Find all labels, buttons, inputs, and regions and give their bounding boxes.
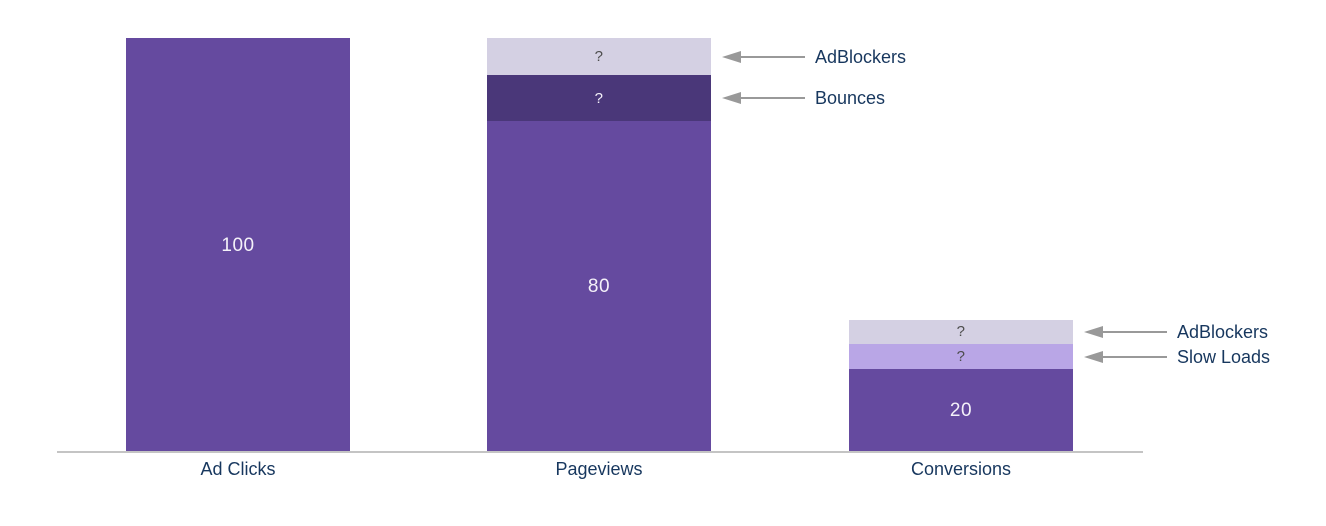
callout-adblockers: AdBlockers [722,48,906,66]
bar-segment-conversions-slow-loads: ? [849,344,1073,370]
segment-value-label: 20 [949,400,973,422]
segment-value-label: 100 [221,234,255,256]
segment-value-label: 80 [587,275,611,297]
category-label-ad-clicks: Ad Clicks [200,459,276,479]
left-arrow-icon [722,50,805,63]
left-arrow-icon [722,92,805,104]
bar-segment-pageviews-pageviews: 80 [487,120,711,452]
category-label-pageviews: Pageviews [555,459,643,479]
callout-label: Slow Loads [1177,346,1271,367]
segment-value-label: ? [594,89,604,107]
callout-label: AdBlockers [1177,321,1269,342]
x-axis-line [57,451,1143,453]
segment-value-label: ? [956,348,966,366]
segment-value-label: ? [956,323,966,341]
bar-segment-pageviews-adblockers: ? [487,38,711,76]
left-arrow-icon [1084,350,1167,363]
callout-bounces: Bounces [722,89,885,107]
bar-segment-pageviews-bounces: ? [487,75,711,121]
bar-segment-conversions-conversions: 20 [849,369,1073,452]
left-arrow-icon [1084,325,1167,338]
callout-label: Bounces [815,88,886,108]
bar-segment-ad-clicks-ad-clicks: 100 [126,38,350,452]
category-label-conversions: Conversions [910,459,1012,479]
callout-adblockers: AdBlockers [1084,323,1268,341]
callout-label: AdBlockers [815,46,907,67]
segment-value-label: ? [594,48,604,66]
bar-segment-conversions-adblockers: ? [849,319,1073,345]
callout-slow-loads: Slow Loads [1084,348,1270,366]
